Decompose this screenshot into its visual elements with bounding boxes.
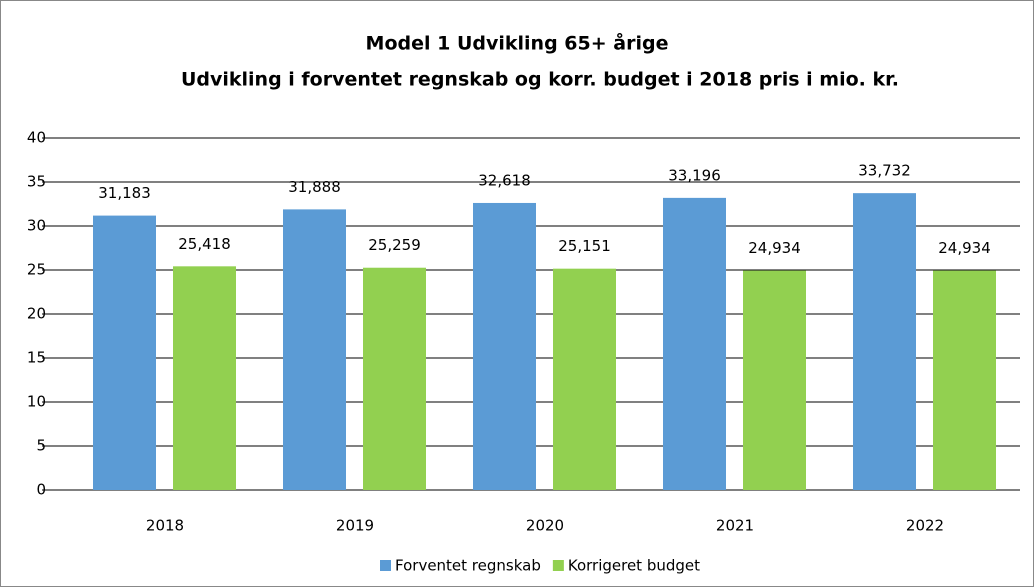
data-label: 32,618 — [478, 171, 531, 189]
data-label: 33,732 — [858, 162, 911, 180]
data-label: 31,888 — [288, 178, 341, 196]
bar — [363, 267, 426, 490]
y-tick-label: 15 — [27, 349, 46, 367]
data-label: 24,934 — [748, 239, 801, 257]
y-tick-label: 25 — [27, 261, 46, 279]
legend-label: Korrigeret budget — [568, 557, 700, 575]
bar — [473, 202, 536, 490]
data-label: 33,196 — [668, 166, 721, 184]
legend-swatch — [552, 560, 564, 571]
x-tick-label: 2022 — [906, 517, 944, 535]
chart-subtitle: Udvikling i forventet regnskab og korr. … — [181, 69, 899, 91]
legend-label: Forventet regnskab — [395, 557, 541, 575]
bar — [663, 197, 726, 491]
bar — [283, 209, 346, 490]
bar — [173, 266, 236, 490]
bar — [933, 270, 996, 490]
data-label: 25,418 — [178, 235, 231, 253]
y-tick-label: 35 — [27, 173, 46, 191]
y-tick-label: 20 — [27, 305, 46, 323]
bar — [93, 215, 156, 490]
data-label: 24,934 — [938, 239, 991, 257]
data-label: 25,259 — [368, 236, 421, 254]
legend-swatch — [380, 560, 391, 571]
data-label: 25,151 — [558, 237, 611, 255]
chart-title: Model 1 Udvikling 65+ årige — [366, 31, 669, 55]
bar — [853, 193, 916, 491]
y-tick-label: 0 — [36, 481, 46, 499]
bar — [743, 270, 806, 490]
x-tick-label: 2021 — [716, 517, 754, 535]
data-label: 31,183 — [98, 184, 151, 202]
bar — [553, 268, 616, 490]
y-tick-label: 30 — [27, 217, 46, 235]
x-tick-label: 2020 — [526, 517, 564, 535]
x-tick-label: 2018 — [146, 517, 184, 535]
y-tick-label: 10 — [27, 393, 46, 411]
y-tick-label: 5 — [36, 437, 46, 455]
x-tick-label: 2019 — [336, 517, 374, 535]
y-tick-label: 40 — [27, 129, 46, 147]
